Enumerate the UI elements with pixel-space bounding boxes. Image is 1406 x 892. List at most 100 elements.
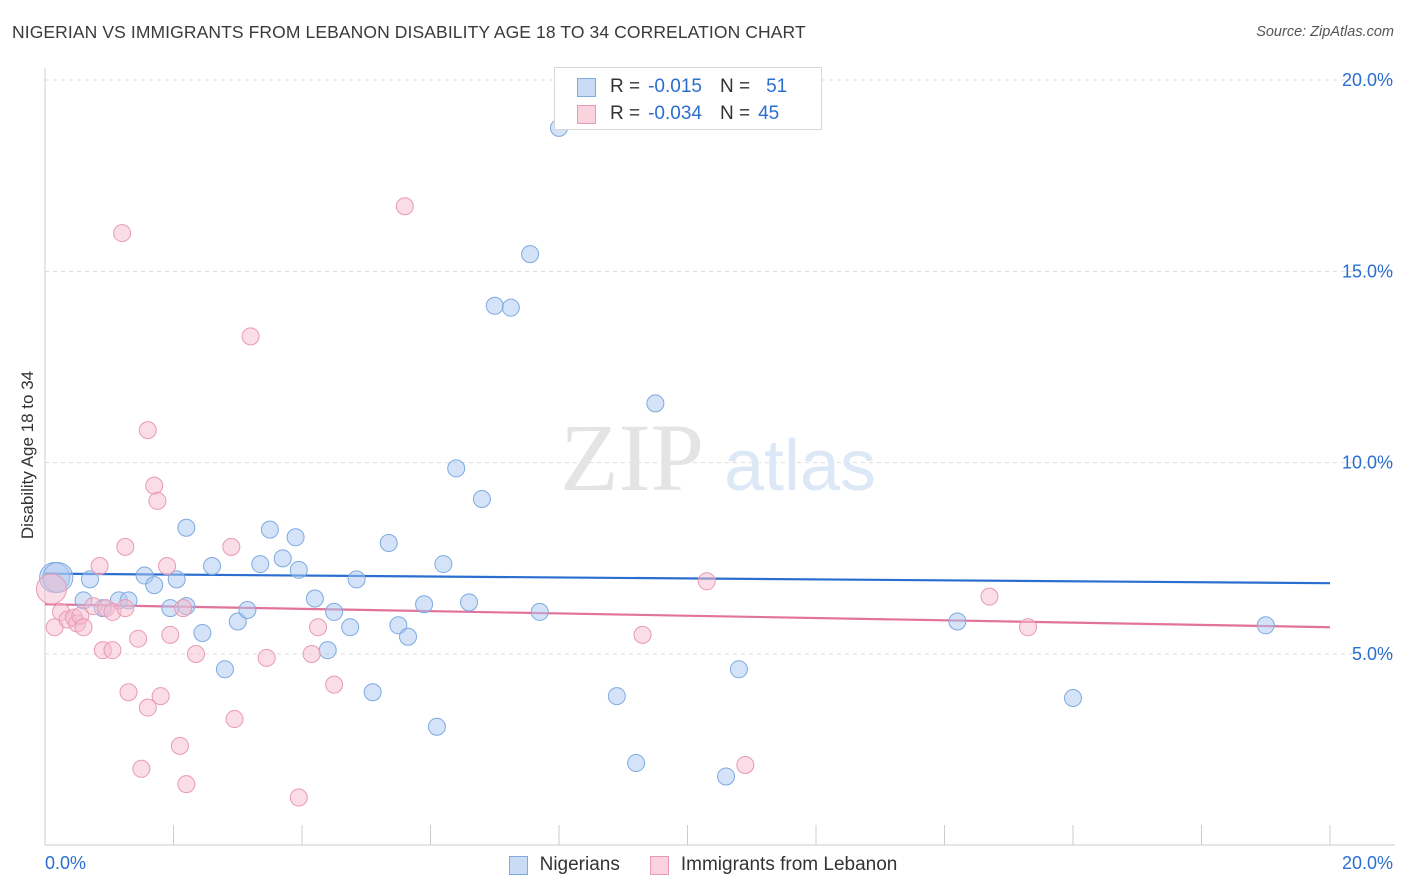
lebanon-point — [74, 618, 93, 637]
watermark-zip: ZIP — [560, 404, 704, 511]
legend-n-label: N = — [719, 103, 751, 124]
nigerian-point — [289, 560, 308, 579]
nigerian-point — [521, 245, 540, 264]
nigerian-point — [238, 600, 257, 619]
nigerian-point — [325, 602, 344, 621]
legend-r-label: R = — [610, 103, 641, 124]
nigerian-point — [460, 593, 479, 612]
stats-legend: R = -0.015 N = 51 R = -0.034 N = 45 — [554, 67, 822, 130]
source-label: Source: ZipAtlas.com — [1256, 24, 1394, 40]
nigerian-point — [389, 616, 408, 635]
lebanon-point — [129, 629, 148, 648]
watermark: ZIP atlas — [560, 404, 876, 511]
y-tick-label: 20.0% — [1342, 70, 1393, 90]
nigerian-point — [399, 627, 418, 646]
legend-item-lebanon[interactable]: Immigrants from Lebanon — [649, 854, 898, 876]
nigerian-point — [1256, 616, 1275, 635]
legend-label-nigerians: Nigerians — [539, 854, 620, 875]
nigerian-point — [193, 623, 212, 642]
legend-row-nigerians: R = -0.015 N = 51 — [577, 75, 787, 99]
lebanon-point — [186, 645, 205, 663]
lebanon-point — [1019, 618, 1038, 637]
legend-swatch-blue — [577, 77, 596, 97]
lebanon-point — [225, 710, 244, 729]
lebanon-point — [35, 573, 67, 605]
nigerian-point — [145, 576, 164, 595]
trend-line-lebanon — [44, 603, 1331, 629]
nigerian-point — [305, 589, 324, 608]
nigerian-point — [729, 660, 748, 679]
grid-lines — [45, 79, 1395, 655]
legend-n-label: N = — [719, 76, 751, 97]
lebanon-point — [174, 599, 193, 618]
lebanon-point — [289, 788, 308, 807]
lebanon-point — [103, 641, 122, 660]
nigerian-point — [607, 687, 626, 706]
series-legend: Nigerians Immigrants from Lebanon — [0, 852, 1406, 878]
nigerian-point — [318, 641, 337, 660]
y-tick-label: 10.0% — [1342, 453, 1393, 473]
legend-swatch-pink — [577, 104, 596, 124]
nigerian-point — [286, 528, 305, 547]
nigerian-point — [434, 555, 453, 574]
lebanon-point — [170, 736, 189, 755]
lebanon-point — [633, 625, 652, 644]
lebanon-point — [145, 476, 164, 495]
lebanon-point — [302, 645, 321, 663]
nigerian-point — [341, 618, 360, 637]
trend-line-nigerians — [44, 572, 1331, 585]
lebanon-point — [980, 587, 999, 606]
legend-label-lebanon: Immigrants from Lebanon — [680, 854, 898, 875]
legend-item-nigerians[interactable]: Nigerians — [508, 854, 620, 876]
lebanon-point — [116, 599, 135, 618]
lebanon-point — [241, 327, 260, 346]
lebanon-point — [158, 556, 177, 575]
y-tick-label: 5.0% — [1352, 644, 1393, 664]
lebanon-point — [257, 648, 276, 667]
nigerian-point — [646, 394, 665, 413]
x-tick-label-max: 20.0% — [1342, 853, 1393, 873]
lebanon-point — [113, 224, 132, 243]
nigerian-point — [363, 683, 382, 702]
lebanon-point — [222, 537, 241, 556]
legend-r-label: R = — [610, 76, 641, 97]
lebanon-point — [395, 197, 414, 216]
lebanon-point — [151, 687, 170, 706]
nigerian-point — [1064, 689, 1082, 708]
nigerian-point — [427, 717, 446, 736]
lebanon-point — [138, 421, 157, 440]
trend-lines — [44, 572, 1331, 629]
lebanon-point — [90, 556, 109, 575]
lebanon-point — [148, 491, 167, 510]
nigerian-point — [948, 612, 967, 631]
tick-labels: 5.0% 10.0% 15.0% 20.0% 0.0% 20.0% — [45, 70, 1393, 873]
nigerian-point — [501, 298, 520, 317]
nigerian-point — [472, 490, 491, 509]
nigerian-point — [379, 534, 398, 553]
legend-r-value: -0.015 — [648, 76, 702, 97]
nigerian-point — [203, 556, 222, 575]
legend-row-lebanon: R = -0.034 N = 45 — [577, 102, 779, 126]
lebanon-point — [138, 698, 157, 717]
axes — [44, 68, 1395, 846]
nigerian-point — [260, 520, 279, 539]
nigerian-point — [80, 570, 99, 589]
legend-n-value: 51 — [766, 76, 788, 97]
nigerian-point — [251, 555, 270, 574]
lebanon-point — [697, 572, 716, 591]
lebanon-point — [116, 537, 135, 556]
data-points — [35, 118, 1275, 807]
nigerian-point — [447, 459, 466, 478]
legend-r-value: -0.034 — [648, 103, 702, 124]
nigerian-point — [485, 296, 504, 315]
lebanon-point — [132, 759, 151, 778]
y-tick-label: 15.0% — [1342, 261, 1393, 281]
legend-n-value: 45 — [758, 103, 780, 124]
lebanon-point — [177, 775, 196, 794]
watermark-atlas: atlas — [724, 426, 876, 506]
lebanon-point — [161, 625, 180, 644]
nigerian-point — [167, 570, 186, 589]
x-tick-label-min: 0.0% — [45, 853, 86, 873]
lebanon-point — [736, 755, 755, 774]
